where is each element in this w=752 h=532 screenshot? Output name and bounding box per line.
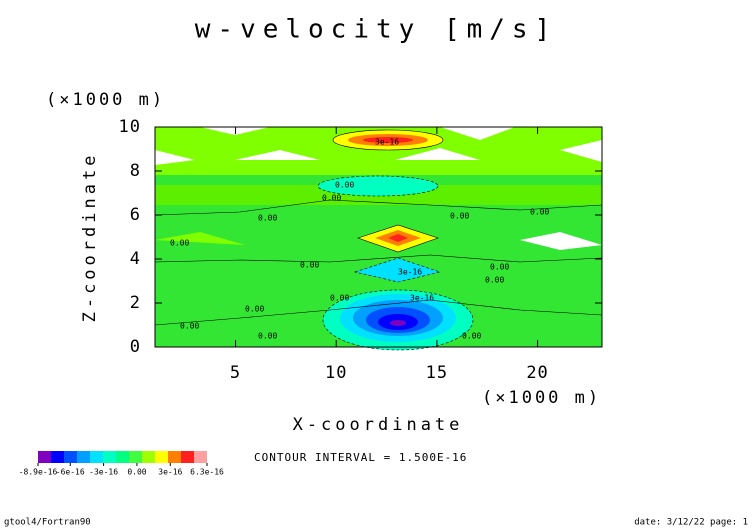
contour-label: 0.00 [180, 322, 199, 331]
x-unit: (×1000 m) [482, 388, 601, 408]
colorbar-box [64, 451, 77, 463]
footer-left: gtool4/Fortran90 [4, 518, 91, 528]
y-axis-label: Z-coordinate [80, 152, 100, 323]
y-tick-label: 6 [130, 205, 141, 225]
contour-label: 3e-16 [398, 268, 422, 277]
colorbar-box [129, 451, 142, 463]
x-tick-label: 20 [526, 363, 548, 383]
colorbar-box [194, 451, 207, 463]
x-axis-label: X-coordinate [293, 415, 464, 435]
y-tick-label: 4 [130, 249, 141, 269]
contour-label: 0.00 [450, 212, 469, 221]
colorbar-label: -6e-16 [56, 468, 85, 477]
contour-label: 0.00 [258, 332, 277, 341]
y-tick-label: 2 [130, 293, 141, 313]
contour-label: 0.00 [330, 294, 349, 303]
x-tick-label: 15 [426, 363, 448, 383]
colorbar-label: 6.3e-16 [190, 468, 224, 477]
colorbar-label: -3e-16 [89, 468, 118, 477]
contour-interval: CONTOUR INTERVAL = 1.500E-16 [254, 451, 467, 464]
y-tick-label: 0 [130, 337, 141, 357]
colorbar-label: 3e-16 [158, 468, 182, 477]
x-tick-label: 5 [230, 363, 241, 383]
contour-label: 0.00 [170, 239, 189, 248]
footer-right: date: 3/12/22 page: 1 [634, 518, 748, 528]
contour-label: 0.00 [258, 214, 277, 223]
colorbar-box [116, 451, 129, 463]
colorbar-box [155, 451, 168, 463]
y-tick-label: 10 [119, 117, 141, 137]
contour-label: 3e-16 [375, 138, 399, 147]
contour-label: 0.00 [300, 261, 319, 270]
x-tick-label: 10 [325, 363, 347, 383]
contour-label: 0.00 [530, 208, 549, 217]
chart-title: w-velocity [m/s] [195, 15, 557, 45]
colorbar-box [103, 451, 116, 463]
colorbar-box [38, 451, 51, 463]
contour-label: 0.00 [490, 263, 509, 272]
plot-frame [154, 126, 603, 348]
colorbar-box [51, 451, 64, 463]
colorbar-box [168, 451, 181, 463]
colorbar-box [181, 451, 194, 463]
colorbar-box [90, 451, 103, 463]
colorbar-label: -8.9e-16 [19, 468, 58, 477]
colorbar-box [142, 451, 155, 463]
contour-label: 0.00 [322, 194, 341, 203]
contour-field [154, 127, 603, 351]
colorbar-label: 0.00 [127, 468, 146, 477]
contour-label: 3e-16 [410, 294, 434, 303]
contour-label: 0.00 [335, 181, 354, 190]
contour-label: 0.00 [245, 305, 264, 314]
y-unit: (×1000 m) [46, 90, 165, 110]
y-tick-label: 8 [130, 161, 141, 181]
contour-label: 0.00 [462, 332, 481, 341]
colorbar-box [77, 451, 90, 463]
contour-label: 0.00 [485, 276, 504, 285]
